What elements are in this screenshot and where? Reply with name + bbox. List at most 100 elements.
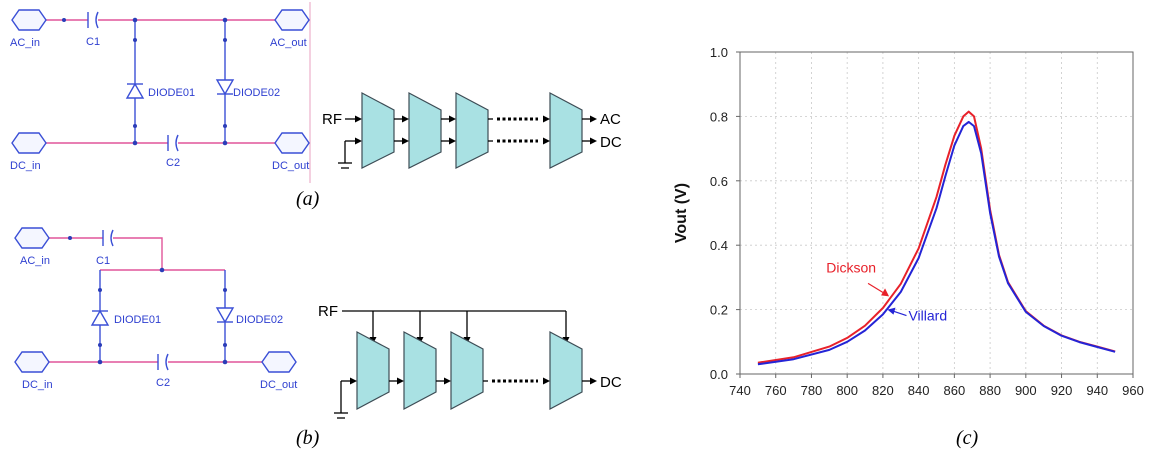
label-dc-out-block-b: DC bbox=[600, 374, 622, 391]
label-ac-out-block: AC bbox=[600, 111, 621, 128]
annotation-arrowhead-dickson bbox=[881, 288, 890, 297]
capacitor-c1-b bbox=[102, 229, 114, 247]
label-dc-out-a: DC_out bbox=[272, 160, 309, 172]
diode02-b bbox=[215, 307, 235, 324]
arrowhead bbox=[449, 137, 456, 145]
block-diagram-a: RF AC DC bbox=[322, 92, 622, 169]
capacitor-c1-a bbox=[87, 11, 99, 29]
multiplier-stage bbox=[455, 92, 489, 169]
label-c1-b: C1 bbox=[96, 255, 110, 267]
caption-c: (c) bbox=[956, 427, 979, 449]
wire-top-b bbox=[48, 237, 225, 271]
arrowhead bbox=[444, 377, 451, 385]
arrowhead bbox=[402, 115, 409, 123]
junction-dot bbox=[223, 38, 227, 42]
y-axis-label: Vout (V) bbox=[673, 183, 690, 243]
port-dc-in-a bbox=[11, 132, 47, 154]
x-tick-label: 860 bbox=[944, 383, 966, 398]
y-tick-label: 0.0 bbox=[710, 367, 728, 382]
multiplier-stage bbox=[450, 331, 484, 410]
arrowhead bbox=[543, 115, 550, 123]
junction-dot bbox=[222, 17, 228, 23]
multiplier-stage bbox=[361, 92, 395, 169]
junction-dot bbox=[159, 267, 165, 273]
junction-dot bbox=[223, 288, 227, 292]
x-tick-label: 780 bbox=[801, 383, 823, 398]
x-tick-label: 880 bbox=[979, 383, 1001, 398]
series-line-villard bbox=[757, 120, 1116, 366]
arrowhead bbox=[350, 377, 357, 385]
port-ac-in-a bbox=[11, 9, 47, 31]
diode02-a bbox=[215, 79, 235, 96]
arrowhead bbox=[543, 137, 550, 145]
port-dc-out-a bbox=[274, 132, 310, 154]
diode01-b bbox=[90, 309, 110, 326]
multiplier-stage bbox=[408, 92, 442, 169]
vout-chart: 740 760 780 800 820 840 860 880 900 920 940 960 0.0 0… bbox=[673, 45, 1144, 398]
x-tick-label: 760 bbox=[765, 383, 787, 398]
port-ac-out-a bbox=[274, 9, 310, 31]
junction-dot bbox=[97, 359, 103, 365]
caption-b: (b) bbox=[296, 427, 320, 449]
x-tick-label: 800 bbox=[836, 383, 858, 398]
multiplier-stage bbox=[549, 331, 583, 410]
multiplier-stage bbox=[403, 331, 437, 410]
multiplier-stage bbox=[549, 92, 583, 169]
label-diode01-a: DIODE01 bbox=[148, 87, 195, 99]
label-c1-a: C1 bbox=[86, 36, 100, 48]
arrowhead bbox=[590, 377, 597, 385]
junction-dot bbox=[68, 236, 72, 240]
plot-frame bbox=[739, 51, 1134, 375]
port-ac-in-b bbox=[14, 227, 50, 249]
junction-dot bbox=[132, 17, 138, 23]
junction-dot bbox=[133, 38, 137, 42]
schematic-a: C1 C2 DIODE01 DIODE02 AC_in bbox=[10, 2, 311, 183]
x-tick-label: 960 bbox=[1122, 383, 1144, 398]
label-dc-out-block-a: DC bbox=[600, 134, 622, 151]
x-tick-label: 840 bbox=[908, 383, 930, 398]
junction-dot bbox=[223, 343, 227, 347]
junction-dot bbox=[223, 124, 227, 128]
label-rf-b: RF bbox=[318, 303, 338, 320]
x-tick-label: 740 bbox=[729, 383, 751, 398]
chart-ticks: 740 760 780 800 820 840 860 880 900 920 940 960 0.0 0… bbox=[710, 45, 1144, 398]
junction-dot bbox=[98, 288, 102, 292]
annotation-arrowhead-villard bbox=[887, 307, 896, 315]
chart-annotations: Dickson Villard bbox=[826, 259, 947, 323]
label-ac-out-a: AC_out bbox=[270, 37, 307, 49]
x-tick-label: 820 bbox=[872, 383, 894, 398]
label-c2-a: C2 bbox=[166, 157, 180, 169]
capacitor-c2-a bbox=[167, 134, 179, 152]
label-dc-out-b: DC_out bbox=[260, 379, 297, 391]
label-dc-in-b: DC_in bbox=[22, 379, 53, 391]
junction-dot bbox=[62, 18, 66, 22]
label-dc-in-a: DC_in bbox=[10, 160, 41, 172]
label-ac-in-a: AC_in bbox=[10, 37, 40, 49]
block-diagram-b: RF DC bbox=[318, 303, 622, 419]
x-tick-label: 900 bbox=[1015, 383, 1037, 398]
port-dc-in-b bbox=[14, 351, 50, 373]
x-tick-label: 920 bbox=[1051, 383, 1073, 398]
x-tick-label: 940 bbox=[1086, 383, 1108, 398]
label-diode01-b: DIODE01 bbox=[114, 314, 161, 326]
arrowhead bbox=[449, 115, 456, 123]
schematic-b: C1 C2 DIODE01 DIODE02 AC_in DC_in DC_out bbox=[14, 227, 297, 391]
junction-dot bbox=[132, 140, 138, 146]
port-dc-out-b bbox=[261, 351, 297, 373]
arrowhead bbox=[355, 137, 362, 145]
junction-dot bbox=[222, 359, 228, 365]
arrowhead bbox=[402, 137, 409, 145]
y-tick-label: 0.6 bbox=[710, 174, 728, 189]
chart-series bbox=[757, 110, 1116, 366]
arrowhead bbox=[355, 115, 362, 123]
y-tick-label: 0.2 bbox=[710, 303, 728, 318]
arrowhead bbox=[590, 137, 597, 145]
label-ac-in-b: AC_in bbox=[20, 255, 50, 267]
label-diode02-a: DIODE02 bbox=[233, 87, 280, 99]
caption-a: (a) bbox=[296, 188, 320, 210]
junction-dot bbox=[98, 343, 102, 347]
chart-grid bbox=[739, 51, 1134, 375]
arrowhead bbox=[543, 377, 550, 385]
label-c2-b: C2 bbox=[156, 377, 170, 389]
